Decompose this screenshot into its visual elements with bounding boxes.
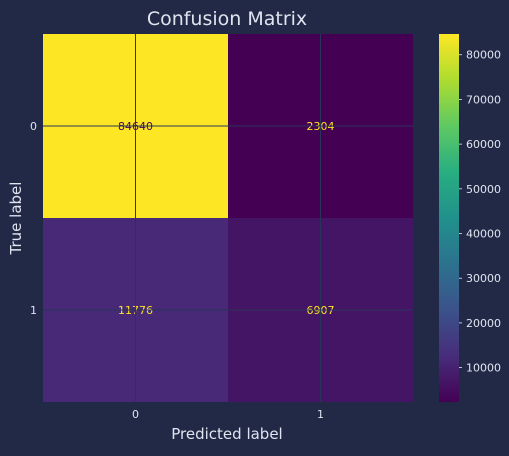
colorbar-ticks: 10000 20000 30000 40000 50000 60000 70000 80000 bbox=[459, 49, 501, 375]
colorbar-tick-30000: 30000 bbox=[466, 272, 501, 285]
colorbar-tick-70000: 70000 bbox=[466, 93, 501, 106]
x-tick-1: 1 bbox=[317, 408, 324, 421]
matrix-cells bbox=[43, 34, 413, 402]
colorbar-tick-50000: 50000 bbox=[466, 183, 501, 196]
colorbar-tick-60000: 60000 bbox=[466, 138, 501, 151]
x-axis-label: Predicted label bbox=[171, 425, 282, 443]
y-tick-0: 0 bbox=[30, 120, 37, 133]
colorbar-tick-80000: 80000 bbox=[466, 49, 501, 62]
x-tick-0: 0 bbox=[132, 408, 139, 421]
y-axis-ticks: 01 bbox=[30, 120, 37, 317]
y-axis-label: True label bbox=[7, 182, 25, 256]
colorbar bbox=[439, 34, 459, 402]
y-tick-1: 1 bbox=[30, 304, 37, 317]
colorbar-tick-20000: 20000 bbox=[466, 317, 501, 330]
colorbar-tick-40000: 40000 bbox=[466, 228, 501, 241]
colorbar-tick-10000: 10000 bbox=[466, 362, 501, 375]
matrix-gridlines bbox=[43, 34, 413, 402]
chart-title: Confusion Matrix bbox=[147, 8, 307, 30]
